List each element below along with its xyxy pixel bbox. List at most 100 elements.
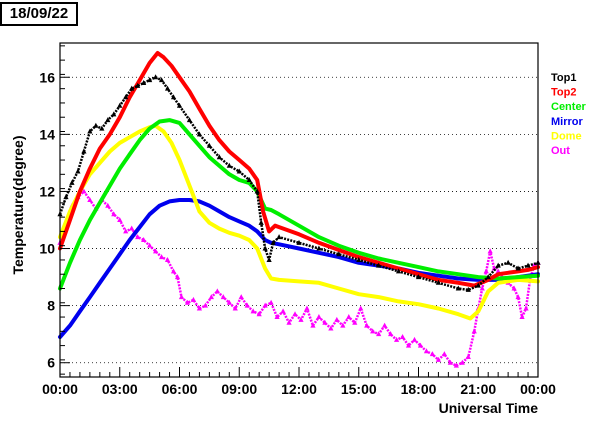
data-point: [190, 296, 197, 302]
x-tick-label: 15:00: [341, 381, 377, 397]
data-point: [328, 325, 334, 331]
y-tick-label: 6: [47, 355, 55, 371]
data-point: [141, 79, 147, 85]
data-point: [87, 197, 93, 203]
data-point: [370, 328, 376, 334]
data-point: [322, 319, 328, 325]
x-axis: 00:00 03:00 06:00 09:00 12:00 15:00 18:00 21:00…: [42, 367, 556, 397]
data-point: [515, 265, 521, 271]
data-point: [515, 294, 521, 300]
data-point: [216, 154, 222, 160]
data-point: [186, 117, 193, 123]
x-axis-title: Universal Time: [439, 400, 539, 416]
data-point: [69, 179, 75, 185]
data-point: [244, 302, 250, 308]
data-point: [93, 122, 99, 128]
data-point: [382, 322, 388, 328]
data-point: [280, 308, 286, 314]
data-point: [226, 162, 232, 168]
data-point: [164, 256, 171, 262]
data-point: [393, 336, 400, 342]
series-top1: [57, 74, 541, 292]
legend: Top1 Top2 Center Mirror Dome Out: [551, 72, 587, 157]
data-point: [123, 228, 129, 234]
data-point: [258, 219, 264, 225]
data-point: [270, 239, 276, 245]
data-point: [487, 248, 493, 254]
data-point: [105, 117, 111, 123]
data-point: [178, 294, 185, 300]
data-point: [75, 168, 81, 174]
y-tick-label: 10: [39, 241, 55, 257]
data-point: [435, 356, 442, 362]
data-point: [208, 294, 214, 300]
data-point: [316, 314, 322, 320]
y-axis-title: Temperature(degree): [10, 135, 26, 274]
y-tick-label: 14: [39, 126, 55, 142]
series-line: [58, 118, 540, 291]
data-point: [111, 111, 117, 117]
data-point: [170, 268, 177, 274]
data-point: [395, 268, 402, 274]
x-tick-label: 06:00: [162, 381, 198, 397]
data-point: [304, 305, 310, 311]
data-point: [105, 202, 111, 208]
series-top2: [58, 51, 540, 288]
legend-item-dome: Dome: [551, 130, 582, 142]
data-point: [334, 316, 340, 322]
data-point: [236, 168, 242, 174]
data-point: [310, 322, 316, 328]
data-point: [479, 285, 485, 291]
data-point: [485, 274, 491, 280]
data-point: [441, 351, 447, 357]
data-point: [147, 77, 153, 83]
data-point: [415, 274, 422, 280]
data-point: [158, 77, 165, 83]
data-point: [262, 302, 268, 308]
data-point: [87, 128, 93, 134]
data-point: [202, 302, 208, 308]
data-point: [511, 285, 517, 291]
data-point: [376, 262, 382, 268]
data-point: [435, 279, 442, 285]
series-dome: [58, 123, 540, 321]
data-point: [254, 188, 260, 194]
data-point: [129, 85, 135, 91]
data-point: [262, 245, 268, 251]
data-point: [346, 314, 352, 320]
data-point: [147, 242, 153, 248]
data-point: [135, 82, 141, 88]
data-point: [246, 177, 252, 183]
x-tick-label: 00:00: [42, 381, 78, 397]
data-point: [453, 362, 459, 368]
data-point: [232, 305, 238, 311]
x-tick-label: 00:00: [520, 381, 556, 397]
data-point: [153, 74, 159, 80]
legend-item-top2: Top2: [551, 87, 576, 99]
grid-lines: [60, 76, 538, 364]
data-point: [399, 334, 406, 340]
data-point: [356, 256, 362, 262]
data-point: [505, 259, 511, 265]
y-tick-label: 12: [39, 183, 55, 199]
data-point: [483, 268, 489, 274]
data-point: [238, 294, 244, 300]
data-point: [352, 319, 358, 325]
data-point: [286, 319, 292, 325]
data-point: [316, 245, 322, 251]
data-point: [276, 234, 282, 240]
data-point: [405, 342, 412, 348]
x-tick-label: 03:00: [102, 381, 138, 397]
data-point: [170, 94, 177, 100]
legend-item-center: Center: [551, 101, 587, 113]
y-tick-label: 16: [39, 69, 55, 85]
data-point: [196, 305, 203, 311]
date-label: 18/09/22: [0, 2, 78, 26]
data-point: [117, 216, 123, 222]
data-point: [336, 251, 342, 257]
data-point: [266, 256, 272, 262]
data-point: [250, 308, 256, 314]
data-point: [525, 262, 531, 268]
x-tick-label: 09:00: [221, 381, 257, 397]
